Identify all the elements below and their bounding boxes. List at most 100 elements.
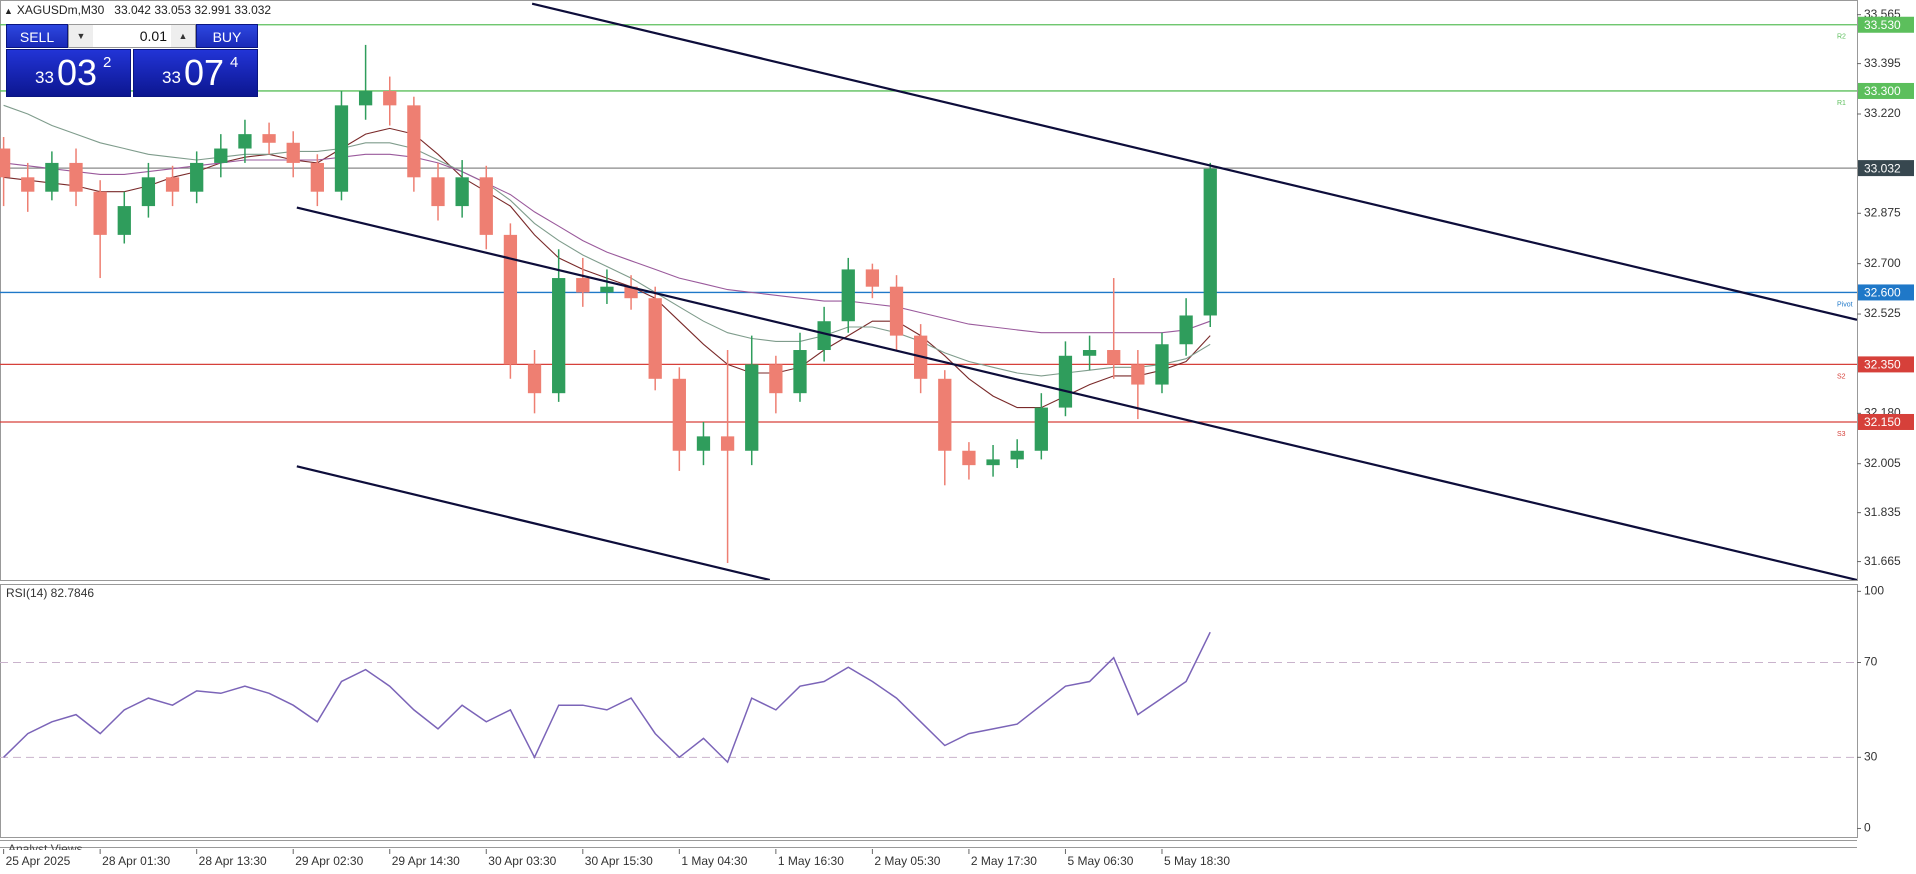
candle-body bbox=[527, 364, 542, 394]
y-tick-label: 31.665 bbox=[1864, 554, 1901, 568]
sell-button[interactable]: SELL bbox=[6, 24, 68, 48]
y-tick-label: 100 bbox=[1864, 584, 1884, 598]
candle-body bbox=[407, 105, 421, 178]
rsi-title: RSI(14) 82.7846 bbox=[6, 586, 94, 600]
x-tick-label: 5 May 18:30 bbox=[1164, 854, 1230, 868]
x-tick-label: 29 Apr 02:30 bbox=[295, 854, 363, 868]
candle-body bbox=[503, 234, 518, 365]
candle-body bbox=[190, 162, 204, 192]
symbol: XAGUSDm,M30 bbox=[16, 3, 105, 17]
moving-average bbox=[3, 104, 1211, 377]
candle-body bbox=[21, 177, 35, 192]
candle-body bbox=[383, 90, 397, 106]
candle-body bbox=[117, 206, 131, 235]
candle-body bbox=[165, 177, 180, 192]
candle-body bbox=[745, 364, 759, 451]
candle-body bbox=[889, 286, 904, 336]
x-tick-label: 2 May 05:30 bbox=[874, 854, 940, 868]
analyst-views-tab[interactable]: Analyst Views bbox=[8, 842, 83, 850]
volume-down[interactable]: ▼ bbox=[69, 25, 93, 47]
candle-body bbox=[45, 162, 59, 192]
y-tick-label: 0 bbox=[1864, 821, 1871, 835]
candle-body bbox=[141, 177, 156, 207]
level-name: Pivot bbox=[1837, 301, 1853, 308]
level-name: S2 bbox=[1837, 373, 1846, 380]
candle-body bbox=[479, 177, 493, 235]
x-tick-label: 30 Apr 15:30 bbox=[585, 854, 653, 868]
volume-control: ▼ 0.01 ▲ bbox=[68, 24, 196, 48]
candle-body bbox=[962, 450, 976, 466]
candle-body bbox=[0, 148, 11, 178]
candle-body bbox=[769, 364, 783, 394]
level-label: 33.032 bbox=[1864, 161, 1901, 175]
candle-body bbox=[696, 436, 711, 451]
level-label: 33.530 bbox=[1864, 18, 1901, 32]
bid-price[interactable]: 33 03 2 bbox=[6, 49, 131, 97]
candle-body bbox=[552, 278, 566, 394]
y-tick-label: 30 bbox=[1864, 750, 1878, 764]
x-tick-label: 28 Apr 01:30 bbox=[102, 854, 170, 868]
y-tick-label: 32.875 bbox=[1864, 205, 1901, 219]
ask-price[interactable]: 33 07 4 bbox=[133, 49, 258, 97]
x-tick-label: 2 May 17:30 bbox=[971, 854, 1037, 868]
bid-big: 33 bbox=[35, 68, 54, 87]
candle-body bbox=[1179, 315, 1193, 345]
volume-input[interactable]: 0.01 bbox=[139, 28, 167, 44]
candle-body bbox=[310, 162, 324, 192]
x-tick-label: 1 May 04:30 bbox=[681, 854, 747, 868]
candle-body bbox=[431, 177, 445, 207]
level-label: 32.150 bbox=[1864, 415, 1901, 429]
level-label-box bbox=[1858, 160, 1914, 177]
level-name: S3 bbox=[1837, 431, 1846, 438]
price-panel-frame bbox=[0, 0, 1858, 581]
candle-body bbox=[334, 105, 349, 192]
x-tick-label: 29 Apr 14:30 bbox=[392, 854, 460, 868]
bid-small: 2 bbox=[103, 54, 112, 71]
candle-body bbox=[672, 378, 686, 451]
trendline bbox=[296, 206, 1857, 580]
candle-body bbox=[286, 142, 300, 163]
y-tick-label: 32.700 bbox=[1864, 256, 1901, 270]
ask-main: 07 bbox=[184, 52, 225, 93]
candle-body bbox=[624, 286, 638, 299]
candle-body bbox=[1155, 344, 1169, 385]
candle-body bbox=[455, 177, 469, 207]
level-label-box bbox=[1858, 284, 1914, 301]
candle-body bbox=[817, 321, 831, 351]
level-name: R2 bbox=[1837, 34, 1846, 41]
y-tick-label: 32.005 bbox=[1864, 456, 1901, 470]
trendline bbox=[296, 465, 771, 580]
candle-body bbox=[841, 269, 855, 322]
y-tick-label: 70 bbox=[1864, 655, 1878, 669]
level-label-box bbox=[1858, 356, 1914, 373]
candle-body bbox=[865, 269, 880, 287]
candle-body bbox=[1082, 350, 1097, 356]
ask-small: 4 bbox=[230, 54, 239, 71]
candle-body bbox=[358, 90, 373, 106]
quote: 33.042 33.053 32.991 33.032 bbox=[114, 3, 272, 17]
candle-body bbox=[214, 148, 228, 163]
x-tick-label: 1 May 16:30 bbox=[778, 854, 844, 868]
level-label-box bbox=[1858, 16, 1914, 33]
rsi-line bbox=[3, 631, 1211, 764]
arrow-icon: ▲ bbox=[4, 6, 13, 16]
moving-average bbox=[3, 127, 1211, 409]
y-tick-label: 33.220 bbox=[1864, 106, 1901, 120]
candle-body bbox=[600, 286, 614, 293]
candle-body bbox=[262, 134, 276, 143]
y-tick-label: 32.525 bbox=[1864, 306, 1901, 320]
candle-body bbox=[1034, 407, 1048, 451]
volume-up[interactable]: ▲ bbox=[171, 25, 195, 47]
level-label: 32.350 bbox=[1864, 358, 1901, 372]
y-tick-label: 31.835 bbox=[1864, 505, 1901, 519]
candle-body bbox=[1203, 168, 1217, 316]
chart-header: ▲ XAGUSDm,M30 33.042 33.053 32.991 33.032 bbox=[4, 3, 271, 17]
level-label-box bbox=[1858, 413, 1914, 430]
buy-button[interactable]: BUY bbox=[196, 24, 258, 48]
candle-body bbox=[1010, 450, 1024, 460]
candle-body bbox=[69, 162, 83, 192]
candle-body bbox=[648, 298, 662, 379]
ask-big: 33 bbox=[162, 68, 181, 87]
